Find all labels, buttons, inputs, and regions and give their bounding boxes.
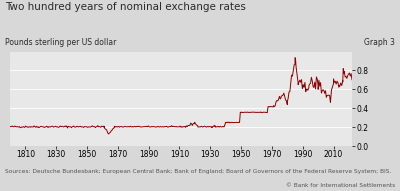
Text: Graph 3: Graph 3 bbox=[364, 38, 395, 47]
Text: © Bank for International Settlements: © Bank for International Settlements bbox=[286, 183, 395, 188]
Text: Sources: Deutsche Bundesbank; European Central Bank; Bank of England; Board of G: Sources: Deutsche Bundesbank; European C… bbox=[5, 169, 391, 174]
Text: Pounds sterling per US dollar: Pounds sterling per US dollar bbox=[5, 38, 116, 47]
Text: Two hundred years of nominal exchange rates: Two hundred years of nominal exchange ra… bbox=[5, 2, 246, 12]
